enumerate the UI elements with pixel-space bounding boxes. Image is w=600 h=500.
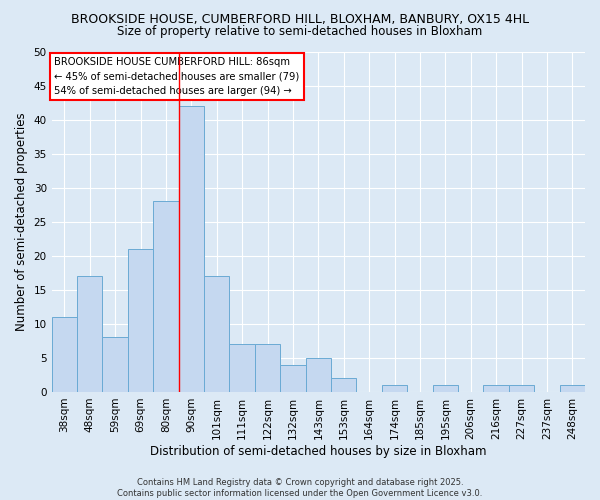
Text: Size of property relative to semi-detached houses in Bloxham: Size of property relative to semi-detach… (118, 25, 482, 38)
Bar (331, 378, 356, 392)
Bar (509, 385, 534, 392)
Bar (382, 385, 407, 392)
Bar (255, 344, 280, 392)
Text: BROOKSIDE HOUSE, CUMBERFORD HILL, BLOXHAM, BANBURY, OX15 4HL: BROOKSIDE HOUSE, CUMBERFORD HILL, BLOXHA… (71, 12, 529, 26)
Bar (77, 276, 103, 392)
Text: BROOKSIDE HOUSE CUMBERFORD HILL: 86sqm
← 45% of semi-detached houses are smaller: BROOKSIDE HOUSE CUMBERFORD HILL: 86sqm ←… (55, 56, 299, 96)
Bar (305, 358, 331, 392)
X-axis label: Distribution of semi-detached houses by size in Bloxham: Distribution of semi-detached houses by … (150, 444, 487, 458)
Bar (52, 317, 77, 392)
Bar (128, 249, 153, 392)
Text: Contains HM Land Registry data © Crown copyright and database right 2025.
Contai: Contains HM Land Registry data © Crown c… (118, 478, 482, 498)
Bar (280, 364, 305, 392)
Bar (153, 202, 179, 392)
Bar (484, 385, 509, 392)
Y-axis label: Number of semi-detached properties: Number of semi-detached properties (15, 112, 28, 331)
Bar (560, 385, 585, 392)
Bar (179, 106, 204, 392)
Bar (204, 276, 229, 392)
Bar (229, 344, 255, 392)
Bar (103, 338, 128, 392)
Bar (433, 385, 458, 392)
